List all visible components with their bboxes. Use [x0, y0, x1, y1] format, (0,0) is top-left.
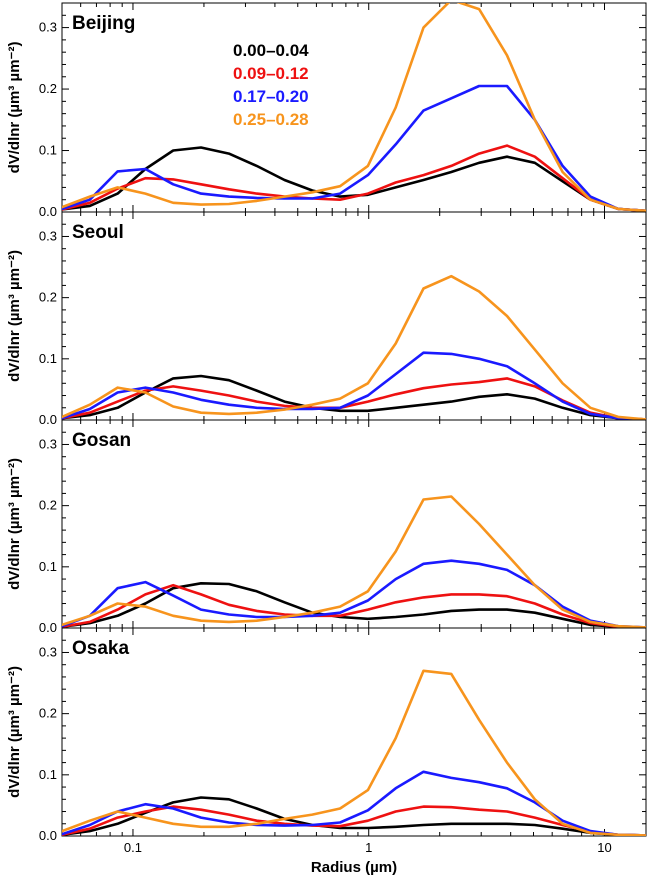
- y-tick-label: 0.3: [39, 228, 57, 243]
- y-axis-label: dV/dlnr (µm³ µm⁻²): [6, 42, 23, 174]
- series-line-0.17–0.20: [62, 351, 646, 420]
- y-tick-label: 0.0: [39, 620, 57, 635]
- panel-beijing: 0.0 0.1 0.2 0.3 dV/dlnr (µm³ µm⁻²) Beijing: [6, 2, 647, 219]
- x-axis-label: Radius (µm): [311, 859, 397, 876]
- series-line-0.09–0.12: [62, 805, 646, 836]
- y-tick-label: 0.1: [39, 143, 57, 158]
- panel-title: Seoul: [72, 222, 124, 243]
- panel-osaka: 0.0 0.1 0.2 0.3 dV/dlnr (µm³ µm⁻²) Osaka: [6, 627, 647, 843]
- y-tick-label: 0.2: [39, 498, 57, 513]
- y-tick-label: 0.2: [39, 290, 57, 305]
- y-tick-label: 0.0: [39, 412, 57, 427]
- series-line-0.09–0.12: [62, 144, 646, 212]
- legend-entry: 0.00–0.04: [233, 41, 309, 60]
- panel-title: Beijing: [72, 13, 135, 34]
- series-line-0.17–0.20: [62, 84, 646, 212]
- series-line-0.25–0.28: [62, 669, 646, 836]
- y-tick-label: 0.1: [39, 767, 57, 782]
- plot-frame: [61, 2, 647, 213]
- x-tick-label: 1: [365, 840, 372, 855]
- panel-seoul: 0.0 0.1 0.2 0.3 dV/dlnr (µm³ µm⁻²) Seoul: [6, 211, 647, 427]
- series-line-0.00–0.04: [62, 581, 646, 628]
- series-line-0.25–0.28: [62, 495, 646, 628]
- series-line-0.25–0.28: [62, 274, 646, 420]
- plot-frame: [61, 627, 647, 837]
- panel-title: Gosan: [72, 430, 131, 451]
- y-tick-label: 0.3: [39, 644, 57, 659]
- series-line-0.00–0.04: [62, 374, 646, 420]
- panel-title: Osaka: [72, 638, 129, 659]
- y-tick-label: 0.3: [39, 20, 57, 35]
- y-axis-label: dV/dlnr (µm³ µm⁻²): [6, 666, 23, 798]
- panel-gosan: 0.0 0.1 0.2 0.3 dV/dlnr (µm³ µm⁻²) Gosan: [6, 419, 647, 635]
- y-tick-label: 0.2: [39, 81, 57, 96]
- plot-frame: [61, 419, 647, 629]
- y-tick-label: 0.0: [39, 204, 57, 219]
- legend-entry: 0.09–0.12: [233, 64, 309, 83]
- legend: 0.00–0.04 0.09–0.12 0.17–0.20 0.25–0.28: [233, 41, 309, 129]
- series-line-0.17–0.20: [62, 770, 646, 836]
- x-tick-label: 0.1: [124, 840, 142, 855]
- y-tick-label: 0.3: [39, 436, 57, 451]
- y-axis-label: dV/dlnr (µm³ µm⁻²): [6, 458, 23, 590]
- series-line-0.25–0.28: [62, 3, 646, 212]
- legend-entry: 0.17–0.20: [233, 87, 309, 106]
- legend-entry: 0.25–0.28: [233, 110, 309, 129]
- y-axis-label: dV/dlnr (µm³ µm⁻²): [6, 250, 23, 382]
- x-tick-label: 10: [597, 840, 611, 855]
- y-tick-label: 0.1: [39, 351, 57, 366]
- y-tick-label: 0.2: [39, 706, 57, 721]
- y-tick-label: 0.1: [39, 559, 57, 574]
- y-tick-label: 0.0: [39, 828, 57, 843]
